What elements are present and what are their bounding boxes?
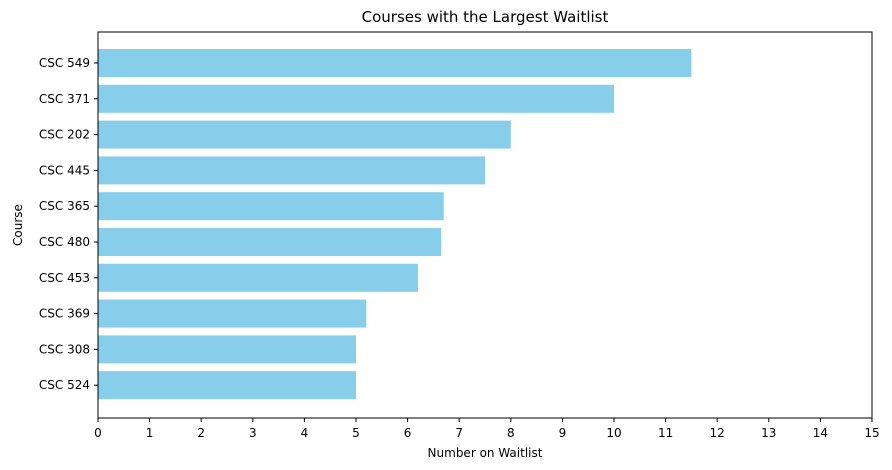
y-tick-labels: CSC 549 CSC 371 CSC 202 CSC 445 CSC 365 CSC 4…	[39, 56, 98, 392]
y-tick-label: CSC 365	[39, 199, 90, 213]
x-tick-label: 2	[197, 426, 205, 440]
x-tick-label: 15	[864, 426, 879, 440]
y-tick-label: CSC 480	[39, 235, 90, 249]
y-tick-label: CSC 524	[39, 378, 90, 392]
bar	[98, 263, 418, 292]
x-tick-label: 4	[301, 426, 309, 440]
y-tick-label: CSC 369	[39, 307, 90, 321]
plot-area-frame	[97, 31, 873, 419]
y-tick-label: CSC 308	[39, 342, 90, 356]
x-tick-label: 13	[761, 426, 776, 440]
bar	[98, 192, 444, 221]
bar	[98, 335, 356, 364]
x-tick-label: 0	[94, 426, 102, 440]
y-tick-label: CSC 371	[39, 92, 90, 106]
x-tick-label: 8	[507, 426, 515, 440]
x-tick-label: 3	[249, 426, 257, 440]
x-tick-label: 1	[146, 426, 154, 440]
x-axis-label: Number on Waitlist	[428, 446, 543, 460]
y-tick-label: CSC 453	[39, 271, 90, 285]
x-tick-label: 14	[813, 426, 828, 440]
x-tick-label: 7	[455, 426, 463, 440]
bar	[98, 49, 692, 77]
x-tick-labels: 0 1 2 3 4 5 6 7 8 9 10 11 12 13 14 15	[94, 418, 880, 440]
bar	[98, 228, 442, 256]
x-tick-label: 9	[559, 426, 567, 440]
x-tick-label: 11	[658, 426, 673, 440]
y-tick-label: CSC 445	[39, 163, 90, 177]
bar	[98, 120, 511, 149]
bar	[98, 84, 614, 113]
x-tick-label: 10	[606, 426, 621, 440]
x-tick-label: 12	[710, 426, 725, 440]
y-tick-label: CSC 202	[39, 128, 90, 142]
bar	[98, 156, 485, 185]
y-tick-label: CSC 549	[39, 56, 90, 70]
bar	[98, 299, 367, 328]
x-tick-label: 5	[352, 426, 360, 440]
y-axis-label: Course	[11, 204, 25, 246]
x-tick-label: 6	[404, 426, 412, 440]
chart-title: Courses with the Largest Waitlist	[362, 8, 609, 26]
bars-group	[98, 49, 692, 400]
bar	[98, 371, 356, 400]
